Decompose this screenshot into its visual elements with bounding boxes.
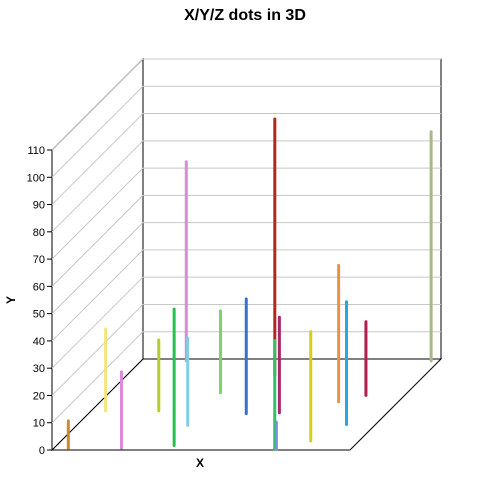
grid: [51, 58, 441, 424]
side-gridline: [51, 276, 144, 369]
x-axis-label: X: [196, 456, 204, 470]
data-bars: [66, 117, 433, 452]
y-tick-label: 90: [33, 200, 45, 212]
back-wall: [142, 58, 442, 360]
chart-title: X/Y/Z dots in 3D: [184, 7, 306, 24]
side-gridline: [51, 249, 144, 342]
y-axis-label: Y: [4, 296, 18, 304]
y-tick-label: 60: [33, 281, 45, 293]
side-gridline: [51, 195, 144, 287]
side-gridline: [51, 113, 144, 205]
y-axis-ticks: 0 10 20 30 40 50 60 70 80 90 100 110: [27, 145, 52, 457]
y-tick-label: 100: [27, 172, 45, 184]
side-gridline: [51, 304, 144, 396]
y-tick-label: 110: [27, 145, 45, 157]
y-tick-label: 30: [33, 363, 45, 375]
y-tick-label: 0: [39, 445, 45, 457]
y-tick-label: 50: [33, 309, 45, 321]
side-gridline: [51, 222, 144, 314]
y-tick-label: 20: [33, 390, 45, 402]
y-tick-label: 10: [33, 418, 45, 430]
y-tick-label: 40: [33, 336, 45, 348]
side-gridline: [51, 85, 144, 178]
side-gridline: [51, 331, 144, 424]
y-tick-label: 80: [33, 227, 45, 239]
y-tick-label: 70: [33, 254, 45, 266]
side-gridline: [51, 58, 144, 151]
side-gridline: [51, 167, 144, 260]
side-gridline: [51, 140, 144, 233]
